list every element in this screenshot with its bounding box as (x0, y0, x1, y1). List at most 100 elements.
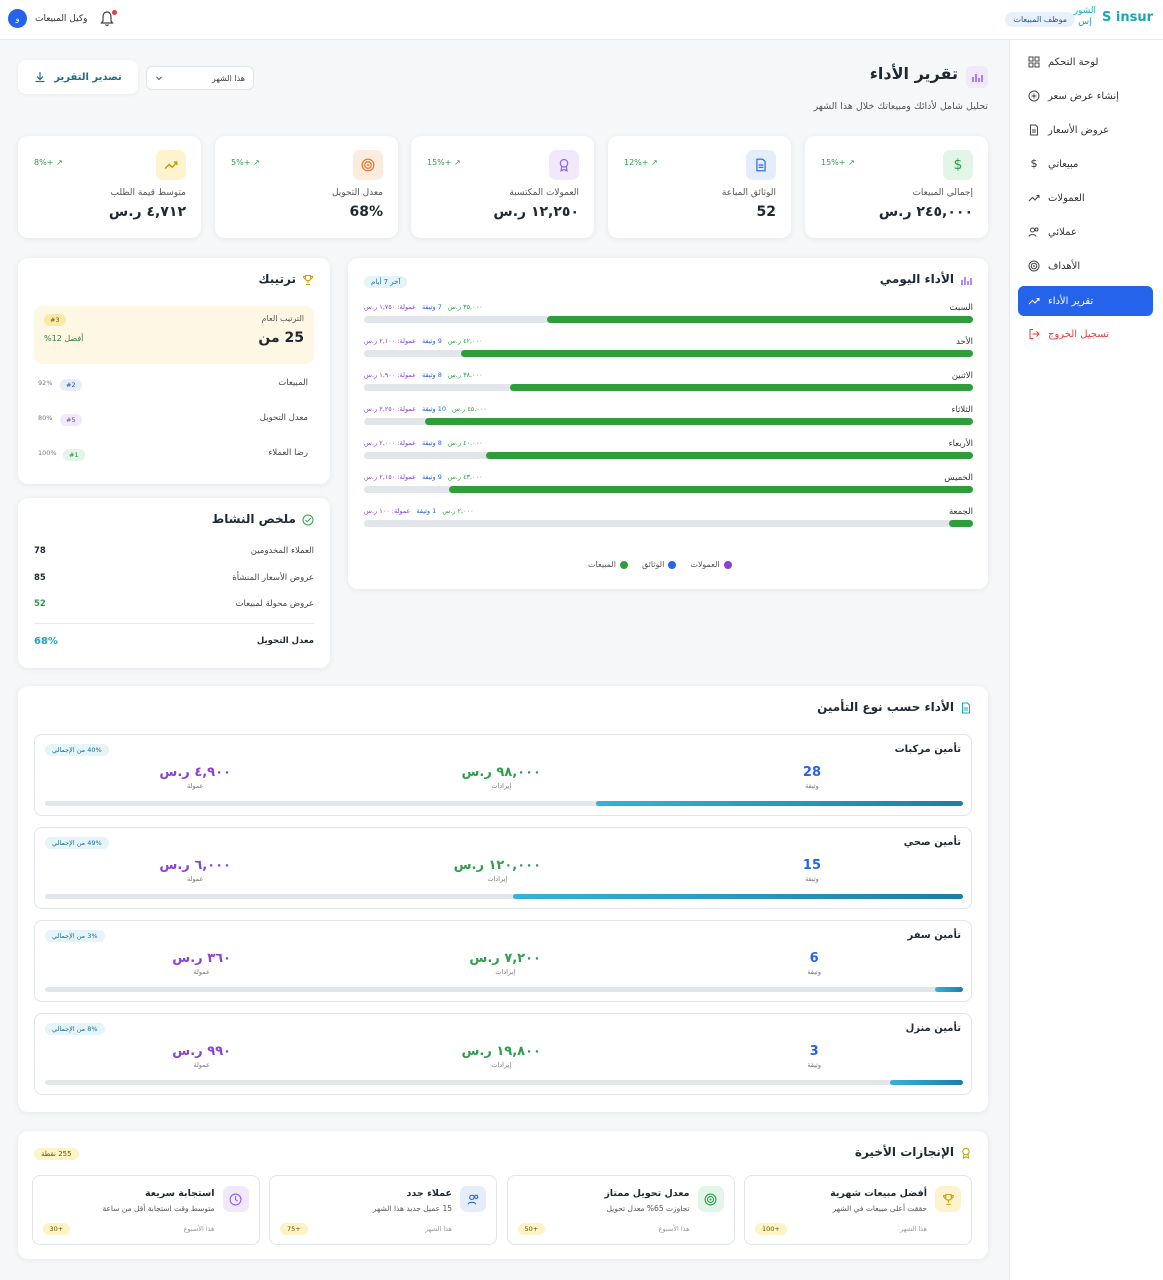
brand-arabic-line2: إس (1078, 17, 1092, 27)
day-row: الأحد ٤٢,٠٠٠ ر.س 9 وثيقة عمولة: ٢,١٠٠ ر.س (364, 337, 973, 367)
legend-item-commissions: العمولات (690, 560, 732, 569)
stat-value: ٢٤٥,٠٠٠ ر.س (878, 204, 973, 220)
rank-percentile: 100% (38, 449, 57, 457)
rank-row-label: رضا العملاء (268, 448, 308, 458)
stat-label: معدل التحويل (331, 188, 383, 198)
stat-value: 68% (349, 204, 383, 220)
period-select[interactable]: هذا الشهر (146, 66, 254, 90)
day-commission: عمولة: ١,٩٠٠ ر.س (364, 371, 416, 379)
insurance-docs-value: 3 (809, 1044, 819, 1059)
achievement-period: هذا الأسبوع (183, 1225, 215, 1233)
achievement-description: تجاوزت 65% معدل تحويل (606, 1204, 690, 1213)
sidebar-item-label: عملائي (1048, 226, 1077, 238)
sidebar-item-my-sales[interactable]: مبيعاتي $ (1018, 150, 1153, 178)
sidebar-item-logout[interactable]: تسجيل الخروج (1018, 320, 1153, 348)
insurance-commission: ٦,٠٠٠ ر.س عمولة (159, 858, 231, 883)
legend-item-documents: الوثائق (642, 560, 677, 569)
document-icon (962, 702, 970, 714)
achievement-card: استجابة سريعة متوسط وقت استجابة أقل من سا… (31, 1175, 260, 1245)
sidebar: لوحة التحكم إنشاء عرض سعر عروض الأسعار م… (1009, 40, 1163, 1280)
day-progress-track (364, 316, 973, 323)
sidebar-item-create-quote[interactable]: إنشاء عرض سعر (1018, 82, 1153, 110)
insurance-docs-label: وثيقة (807, 1061, 821, 1069)
period-chip: آخر 7 أيام (364, 276, 408, 288)
sidebar-item-commissions[interactable]: العمولات (1018, 184, 1153, 212)
insurance-progress-track (45, 1080, 963, 1085)
document-icon (1030, 124, 1038, 136)
day-progress-fill (948, 520, 973, 527)
day-sales: ٢,٠٠٠ ر.س (442, 507, 474, 515)
insurance-type-item: تأمين سفر 3% من الإجمالي 6 وثيقة ٧,٢٠٠ ر.س إي… (34, 920, 972, 1002)
achievement-period: هذا الأسبوع (658, 1225, 690, 1233)
insurance-type-name: تأمين صحي (903, 837, 961, 848)
export-report-button[interactable]: تصدير التقرير (18, 60, 138, 94)
day-progress-track (364, 452, 973, 459)
overall-rank-badge: #3 (44, 314, 66, 326)
activity-row-label: عروض محولة لمبيعات (235, 599, 314, 609)
stat-card-commissions-earned: ↗ +15% العمولات المكتسبة ١٢,٢٥٠ ر.س (411, 136, 594, 238)
insurance-commission: ٤,٩٠٠ ر.س عمولة (159, 765, 231, 790)
avatar[interactable]: و (8, 9, 27, 28)
stat-trend: ↗ +8% (34, 158, 63, 167)
day-progress-track (364, 384, 973, 391)
insurance-revenue: ١٢٠,٠٠٠ ر.س إيرادات (454, 858, 541, 883)
notification-dot (112, 10, 117, 15)
user-menu[interactable]: وكيل المبيعات و (8, 9, 87, 28)
brand-arabic-name: الشور إس (1074, 6, 1096, 28)
insurance-revenue-label: إيرادات (495, 968, 516, 976)
achievement-title: أفضل مبيعات شهرية (830, 1188, 927, 1199)
target-icon (353, 150, 383, 180)
sidebar-item-label: الأهداف (1048, 260, 1081, 272)
insurance-type-title: الأداء حسب نوع التأمين (817, 700, 954, 714)
sidebar-item-goals[interactable]: الأهداف (1018, 252, 1153, 280)
stat-label: العمولات المكتسبة (509, 188, 579, 198)
day-sales: ٣٨,٠٠٠ ر.س (447, 371, 483, 379)
insurance-type-item: تأمين صحي 49% من الإجمالي 15 وثيقة ١٢٠,٠٠٠ ر… (34, 827, 972, 909)
stat-trend: ↗ +15% (821, 158, 855, 167)
rank-percentile: 80% (38, 414, 53, 422)
achievement-description: 15 عميل جديد هذا الشهر (372, 1204, 452, 1213)
day-sales: ٤٢,٠٠٠ ر.س (447, 337, 483, 345)
insurance-commission-label: عمولة (193, 968, 210, 976)
sidebar-item-dashboard[interactable]: لوحة التحكم (1018, 48, 1153, 76)
trophy-icon (935, 1186, 961, 1212)
sidebar-item-my-clients[interactable]: عملائي (1018, 218, 1153, 246)
bell-icon[interactable] (100, 11, 114, 27)
users-icon (460, 1186, 486, 1212)
brand-logo[interactable]: S insur الشور إس (1074, 6, 1153, 28)
insurance-commission-value: ٩٩٠ ر.س (172, 1044, 231, 1059)
sidebar-item-performance-report[interactable]: تقرير الأداء (1018, 286, 1153, 316)
day-metrics: ٤٢,٠٠٠ ر.س 9 وثيقة عمولة: ٢,١٠٠ ر.س (364, 337, 483, 345)
overall-rank-label: الترتيب العام (261, 314, 304, 323)
sidebar-item-quotes[interactable]: عروض الأسعار (1018, 116, 1153, 144)
legend-label: المبيعات (588, 560, 616, 569)
day-commission: عمولة: ١٠٠ ر.س (364, 507, 411, 515)
ranking-title: ترتيبك (258, 272, 296, 286)
day-commission: عمولة: ١,٧٥٠ ر.س (364, 303, 416, 311)
insurance-revenue-value: ٩٨,٠٠٠ ر.س (461, 765, 541, 780)
insurance-type-item: تأمين مركبات 40% من الإجمالي 28 وثيقة ٩٨,٠٠٠… (34, 734, 972, 816)
trophy-icon (302, 275, 314, 285)
stat-value: ٤,٧١٢ ر.س (108, 204, 186, 220)
day-documents: 9 وثيقة (421, 473, 442, 481)
insurance-progress-fill (889, 1080, 963, 1085)
day-progress-track (364, 418, 973, 425)
day-metrics: ٤٣,٠٠٠ ر.س 9 وثيقة عمولة: ٢,١٥٠ ر.س (364, 473, 483, 481)
award-icon (549, 150, 579, 180)
day-progress-track (364, 486, 973, 493)
bar-chart-icon (961, 277, 972, 285)
achievement-title: معدل تحويل ممتاز (604, 1188, 690, 1199)
sidebar-item-label: لوحة التحكم (1048, 56, 1099, 68)
rank-badge: #5 (60, 414, 82, 426)
stat-trend: ↗ +12% (624, 158, 658, 167)
trend-up-icon (156, 150, 186, 180)
insurance-revenue-label: إيرادات (491, 782, 512, 790)
period-select-value: هذا الشهر (211, 73, 245, 83)
user-name: وكيل المبيعات (35, 13, 88, 24)
insurance-docs-value: 28 (802, 765, 821, 780)
export-report-label: تصدير التقرير (54, 71, 122, 83)
insurance-commission-value: ٦,٠٠٠ ر.س (159, 858, 231, 873)
day-sales: ٤٣,٠٠٠ ر.س (447, 473, 483, 481)
activity-row-value: 78 (34, 546, 46, 556)
stat-value: ١٢,٢٥٠ ر.س (493, 204, 579, 220)
